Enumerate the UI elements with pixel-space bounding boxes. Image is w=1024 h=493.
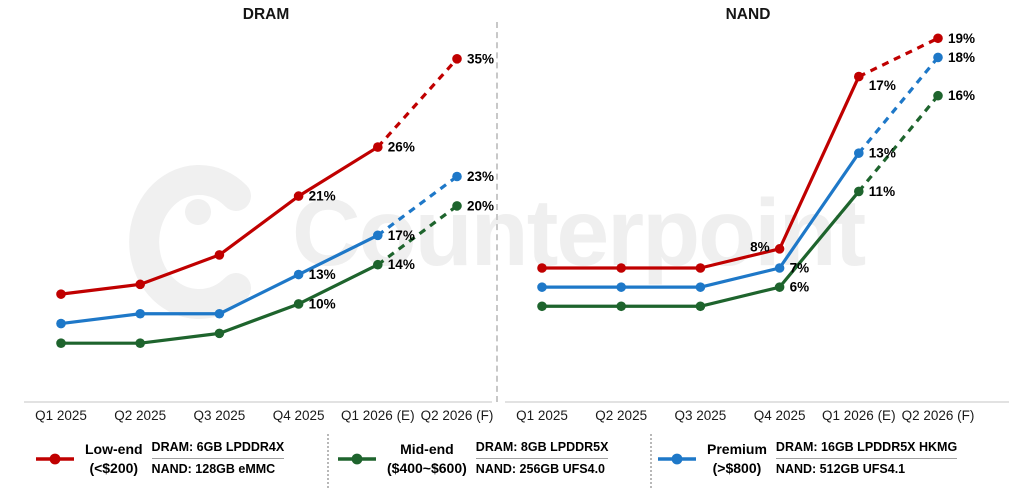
data-point-label: 14% — [388, 257, 415, 272]
segment-price-range: ($400~$600) — [387, 459, 467, 476]
data-point-label: 13% — [869, 146, 896, 161]
data-point — [854, 71, 864, 82]
data-point-label: 23% — [467, 169, 494, 184]
legend-item-premium: Premium (>$800) DRAM: 16GB LPDDR5X HKMG … — [656, 440, 958, 477]
series-forecast-dashed-low-end — [376, 57, 459, 149]
data-point — [293, 299, 304, 309]
data-point — [135, 338, 145, 348]
premium-series-marker-icon — [658, 453, 696, 464]
data-point — [56, 318, 66, 329]
data-point-label: 35% — [467, 51, 494, 66]
legend-divider — [327, 434, 329, 488]
data-point — [56, 289, 66, 299]
data-point — [854, 186, 864, 197]
data-point — [293, 191, 304, 201]
legend-spec-low-end: DRAM: 6GB LPDDR4X NAND: 128GB eMMC — [151, 440, 285, 477]
data-point-label: 6% — [790, 280, 810, 295]
data-point — [933, 52, 943, 63]
data-point — [616, 263, 626, 273]
dram-chart: DRAM 10% 14% 20% 13% 17% 23% 21% 26% 35% Q1 2025… — [0, 0, 497, 432]
data-point — [616, 282, 626, 292]
data-point — [56, 338, 66, 348]
data-point-label: 21% — [309, 189, 336, 204]
counterpoint-logo-watermark — [129, 165, 251, 319]
nand-chart: NAND 6% 11% 16% 7% 13% 18% 8% 17% 19% Q1 2025 Q2 … — [497, 0, 1024, 432]
data-point — [373, 142, 383, 152]
nand-spec: NAND: 512GB UFS4.1 — [775, 462, 906, 476]
segment-name: Premium — [707, 441, 767, 458]
dram-plot-area: 10% 14% 20% 13% 17% 23% 21% 26% 35% — [24, 51, 494, 403]
data-point — [135, 279, 145, 290]
watermark: Counterpoint — [124, 158, 866, 326]
data-point-label: 17% — [388, 228, 415, 243]
data-point-label: 17% — [869, 78, 896, 93]
nand-chart-title: NAND — [725, 6, 771, 23]
data-point — [695, 282, 706, 292]
series-forecast-dashed-premium — [376, 175, 458, 237]
legend-item-mid-end: Mid-end ($400~$600) DRAM: 8GB LPDDR5X NA… — [336, 440, 609, 477]
data-point — [214, 328, 225, 339]
watermark-text: Counterpoint — [292, 180, 866, 286]
data-point-label: 11% — [869, 184, 895, 199]
segment-price-range: (<$200) — [89, 459, 139, 476]
legend-label-premium: Premium (>$800) — [707, 440, 767, 476]
data-point-label: 26% — [388, 140, 415, 155]
series-forecast-dashed-mid-end — [857, 94, 940, 193]
dram-spec: DRAM: 6GB LPDDR4X — [151, 440, 285, 459]
data-point — [774, 244, 785, 254]
data-point — [933, 90, 943, 101]
data-point-label: 18% — [948, 50, 975, 65]
series-line-low-end — [540, 74, 861, 270]
data-point — [537, 263, 547, 273]
data-point — [293, 269, 304, 280]
data-point — [933, 33, 943, 44]
segment-name: Low-end — [85, 441, 143, 458]
chart-divider — [496, 22, 498, 402]
data-point — [214, 250, 225, 260]
data-point — [774, 282, 785, 292]
data-point — [774, 263, 785, 273]
dram-spec: DRAM: 8GB LPDDR5X — [475, 440, 609, 459]
series-forecast-dashed-premium — [857, 56, 940, 155]
data-point — [537, 282, 547, 292]
data-point-label: 16% — [948, 88, 975, 103]
data-point — [537, 301, 547, 312]
dram-spec: DRAM: 16GB LPDDR5X HKMG — [775, 440, 958, 459]
data-point — [854, 148, 864, 158]
low-end-series-marker-icon — [36, 453, 74, 464]
series-forecast-dashed-mid-end — [376, 204, 458, 267]
segment-price-range: (>$800) — [712, 459, 762, 476]
data-point-label: 20% — [467, 198, 494, 213]
legend-label-mid-end: Mid-end ($400~$600) — [387, 440, 467, 476]
data-point — [616, 301, 626, 312]
mid-end-series-marker-icon — [338, 453, 376, 464]
legend-item-low-end: Low-end (<$200) DRAM: 6GB LPDDR4X NAND: … — [34, 440, 285, 477]
data-point — [452, 171, 462, 182]
series-forecast-dashed-low-end — [858, 36, 939, 79]
data-point-label: 10% — [309, 296, 336, 311]
nand-plot-area: 6% 11% 16% 7% 13% 18% 8% 17% 19% — [505, 31, 1009, 403]
nand-spec: NAND: 256GB UFS4.0 — [475, 462, 605, 476]
data-point — [373, 230, 383, 241]
data-point-label: 19% — [948, 31, 975, 46]
data-point-label: 7% — [790, 261, 810, 276]
dram-chart-title: DRAM — [242, 6, 290, 23]
legend-spec-premium: DRAM: 16GB LPDDR5X HKMG NAND: 512GB UFS4… — [775, 440, 958, 477]
data-point — [452, 201, 462, 211]
data-point — [214, 308, 225, 319]
legend-spec-mid-end: DRAM: 8GB LPDDR5X NAND: 256GB UFS4.0 — [475, 440, 609, 477]
data-point — [452, 54, 462, 64]
data-point — [695, 301, 706, 312]
data-point-label: 8% — [750, 239, 770, 254]
legend-label-low-end: Low-end (<$200) — [85, 440, 143, 476]
data-point — [135, 308, 145, 319]
legend-divider — [650, 434, 652, 488]
segment-name: Mid-end — [400, 441, 454, 458]
data-point — [695, 263, 706, 273]
data-point — [373, 259, 383, 270]
data-point-label: 13% — [309, 267, 336, 282]
nand-spec: NAND: 128GB eMMC — [151, 462, 276, 476]
